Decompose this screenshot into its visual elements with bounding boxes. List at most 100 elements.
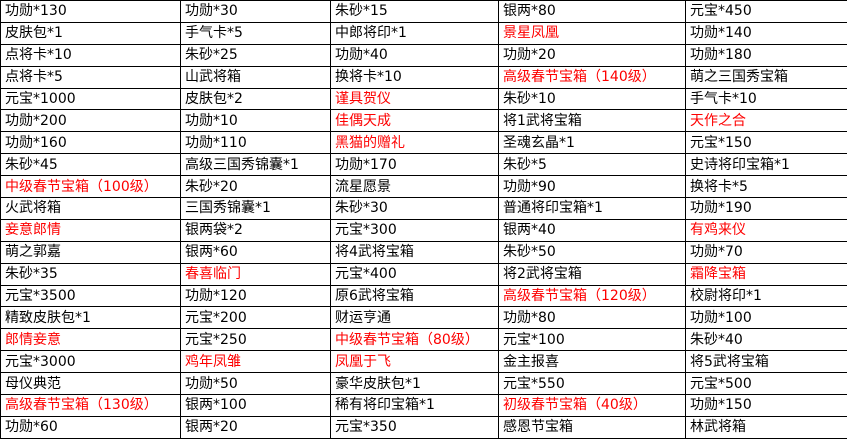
reward-cell: 点将卡*10 [0,43,181,67]
table-row: 高级春节宝箱（130级） 银两*100 稀有将印宝箱*1 初级春节宝箱（40级） 功勋*… [0,394,847,417]
reward-cell: 郎情妾意 [0,328,181,352]
table-row: 母仪典范 功勋*50 豪华皮肤包*1 元宝*550 元宝*500 [0,372,847,396]
reward-cell: 山武将箱 [180,65,331,89]
reward-cell: 元宝*350 [330,415,499,439]
reward-cell: 感恩节宝箱 [498,415,686,439]
reward-cell: 换将卡*5 [685,175,847,199]
table-row: 功勋*200 功勋*10 佳偶天成 将1武将宝箱 天作之合 [0,109,847,133]
reward-cell: 功勋*170 [330,153,499,177]
reward-cell: 功勋*150 [685,394,847,417]
reward-cell: 春喜临门 [180,262,331,286]
reward-cell: 将5武将宝箱 [685,350,847,374]
reward-cell: 功勋*200 [0,109,181,133]
reward-cell: 皮肤包*2 [180,87,331,111]
reward-cell: 初级春节宝箱（40级） [498,394,686,417]
reward-cell: 原6武将宝箱 [330,284,499,308]
table-row: 元宝*1000 皮肤包*2 谨具贺仪 朱砂*10 手气卡*10 [0,87,847,111]
table-row: 功勋*160 功勋*110 黑猫的赠礼 圣魂玄晶*1 元宝*150 [0,131,847,155]
reward-cell: 功勋*40 [330,43,499,67]
reward-cell: 朱砂*40 [685,328,847,352]
reward-cell: 高级春节宝箱（140级） [498,65,686,89]
reward-cell: 功勋*80 [498,306,686,330]
reward-cell: 将4武将宝箱 [330,240,499,264]
reward-cell: 功勋*130 [0,0,181,23]
reward-cell: 功勋*180 [685,43,847,67]
reward-cell: 元宝*1000 [0,87,181,111]
reward-cell: 元宝*250 [180,328,331,352]
reward-cell: 金主报喜 [498,350,686,374]
reward-cell: 朱砂*10 [498,87,686,111]
reward-cell: 功勋*50 [180,372,331,396]
reward-cell: 黑猫的赠礼 [330,131,499,155]
table-row: 点将卡*10 朱砂*25 功勋*40 功勋*20 功勋*180 [0,43,847,67]
reward-cell: 银两*100 [180,394,331,417]
reward-cell: 功勋*30 [180,0,331,23]
reward-cell: 元宝*500 [685,372,847,396]
table-row: 妾意郎情 银两袋*2 元宝*300 银两*40 有鸡来仪 [0,218,847,242]
reward-cell: 元宝*300 [330,218,499,242]
reward-cell: 朱砂*20 [180,175,331,199]
reward-cell: 流星愿景 [330,175,499,199]
reward-cell: 稀有将印宝箱*1 [330,394,499,417]
table-row: 火武将箱 三国秀锦囊*1 朱砂*30 普通将印宝箱*1 功勋*190 [0,197,847,220]
reward-cell: 精致皮肤包*1 [0,306,181,330]
reward-cell: 银两袋*2 [180,218,331,242]
reward-cell: 景星凤凰 [498,21,686,45]
reward-cell: 银两*40 [498,218,686,242]
reward-cell: 妾意郎情 [0,218,181,242]
reward-cell: 元宝*450 [685,0,847,23]
table-row: 功勋*130 功勋*30 朱砂*15 银两*80 元宝*450 [0,0,847,23]
reward-cell: 功勋*190 [685,197,847,220]
reward-cell: 功勋*10 [180,109,331,133]
reward-cell: 将1武将宝箱 [498,109,686,133]
reward-cell: 萌之郭嘉 [0,240,181,264]
reward-cell: 朱砂*5 [498,153,686,177]
reward-cell: 朱砂*45 [0,153,181,177]
reward-cell: 功勋*90 [498,175,686,199]
reward-cell: 元宝*100 [498,328,686,352]
table-row: 萌之郭嘉 银两*60 将4武将宝箱 朱砂*50 功勋*70 [0,240,847,264]
table-row: 中级春节宝箱（100级） 朱砂*20 流星愿景 功勋*90 换将卡*5 [0,175,847,199]
reward-cell: 功勋*100 [685,306,847,330]
reward-cell: 功勋*110 [180,131,331,155]
reward-cell: 手气卡*10 [685,87,847,111]
reward-cell: 功勋*20 [498,43,686,67]
reward-cell: 功勋*120 [180,284,331,308]
reward-cell: 元宝*200 [180,306,331,330]
reward-cell: 普通将印宝箱*1 [498,197,686,220]
table-row: 皮肤包*1 手气卡*5 中郎将印*1 景星凤凰 功勋*140 [0,21,847,45]
reward-cell: 功勋*70 [685,240,847,264]
reward-cell: 元宝*3000 [0,350,181,374]
reward-cell: 中级春节宝箱（100级） [0,175,181,199]
table-row: 元宝*3500 功勋*120 原6武将宝箱 高级春节宝箱（120级） 校尉将印*1 [0,284,847,308]
reward-cell: 高级春节宝箱（120级） [498,284,686,308]
reward-cell: 高级三国秀锦囊*1 [180,153,331,177]
reward-cell: 圣魂玄晶*1 [498,131,686,155]
table-row: 郎情妾意 元宝*250 中级春节宝箱（80级） 元宝*100 朱砂*40 [0,328,847,352]
reward-cell: 有鸡来仪 [685,218,847,242]
reward-cell: 中郎将印*1 [330,21,499,45]
reward-cell: 天作之合 [685,109,847,133]
reward-cell: 母仪典范 [0,372,181,396]
reward-cell: 鸡年凤雏 [180,350,331,374]
reward-cell: 功勋*140 [685,21,847,45]
reward-cell: 换将卡*10 [330,65,499,89]
reward-cell: 三国秀锦囊*1 [180,197,331,220]
table-row: 朱砂*35 春喜临门 元宝*400 将2武将宝箱 霜降宝箱 [0,262,847,286]
reward-cell: 萌之三国秀宝箱 [685,65,847,89]
reward-cell: 银两*80 [498,0,686,23]
reward-cell: 皮肤包*1 [0,21,181,45]
reward-cell: 朱砂*35 [0,262,181,286]
reward-cell: 银两*60 [180,240,331,264]
reward-cell: 史诗将印宝箱*1 [685,153,847,177]
reward-cell: 中级春节宝箱（80级） [330,328,499,352]
reward-cell: 火武将箱 [0,197,181,220]
reward-cell: 谨具贺仪 [330,87,499,111]
table-row: 点将卡*5 山武将箱 换将卡*10 高级春节宝箱（140级） 萌之三国秀宝箱 [0,65,847,89]
table-row: 朱砂*45 高级三国秀锦囊*1 功勋*170 朱砂*5 史诗将印宝箱*1 [0,153,847,177]
reward-cell: 凤凰于飞 [330,350,499,374]
reward-cell: 银两*20 [180,415,331,439]
reward-cell: 点将卡*5 [0,65,181,89]
